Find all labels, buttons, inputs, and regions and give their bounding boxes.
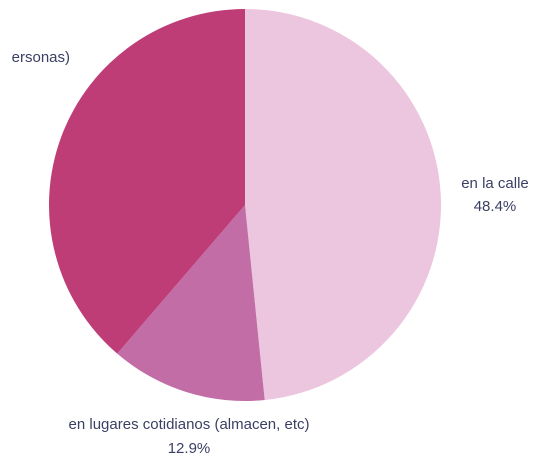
pie-labels: en la calle 48.4% en lugares cotidianos (a… [12, 49, 529, 457]
pie-slice [48, 9, 245, 354]
pie-slice [117, 205, 265, 401]
pie-slice [245, 9, 442, 401]
slice-value-label: 12.9% [168, 440, 211, 457]
slice-label: en lugares cotidianos (almacen, etc) [69, 416, 310, 433]
slice-label: en la calle [461, 175, 529, 192]
pie-slices [48, 9, 442, 401]
slice-label: ersonas) [12, 49, 70, 66]
slice-value-label: 48.4% [474, 198, 517, 215]
